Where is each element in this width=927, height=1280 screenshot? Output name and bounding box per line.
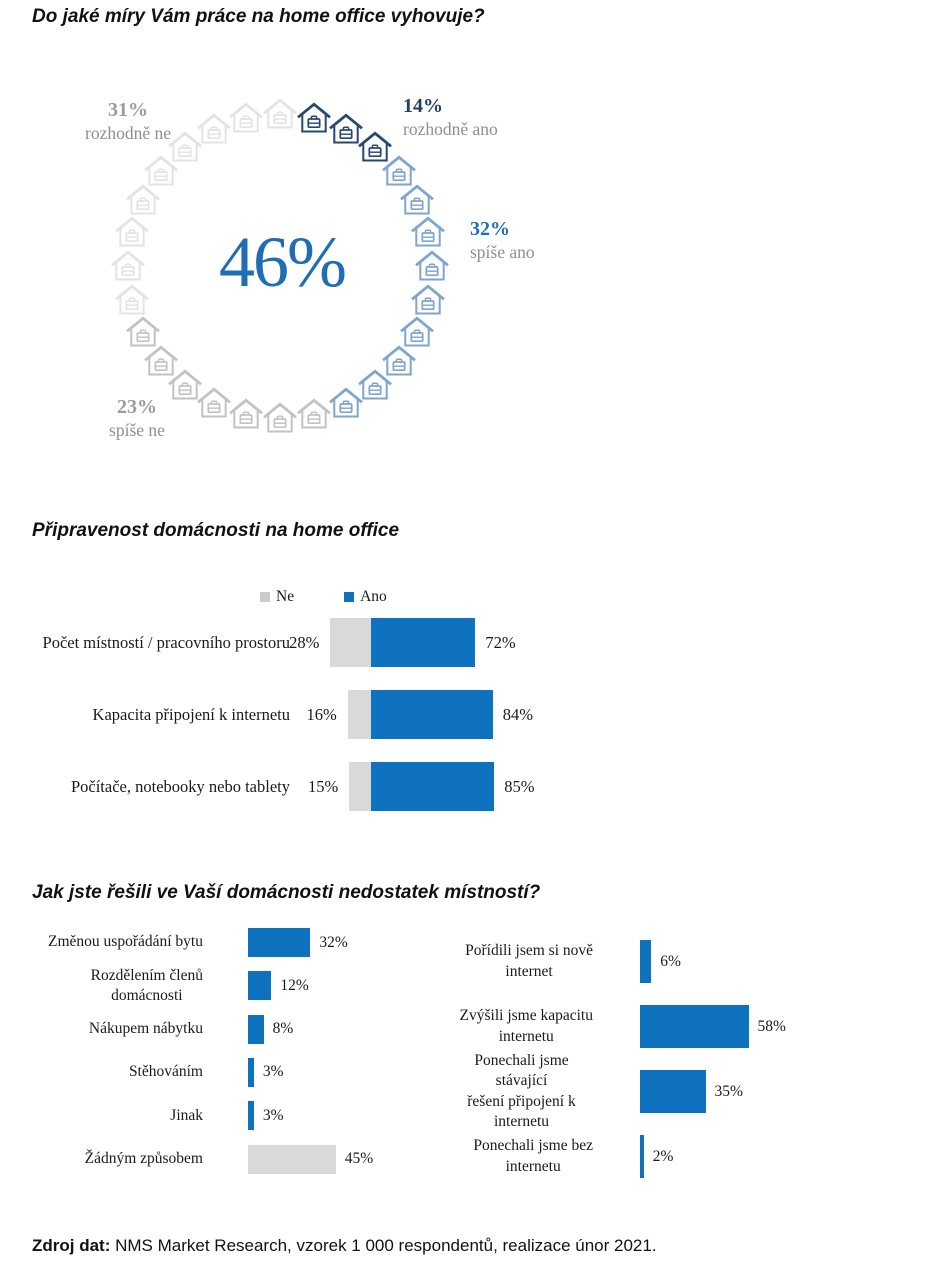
bar (248, 928, 311, 957)
ano-bar (371, 762, 495, 811)
data-source-note: Zdroj dat: NMS Market Research, vzorek 1… (32, 1236, 657, 1256)
house-icon (356, 131, 393, 164)
house-icon (143, 344, 180, 377)
bar (248, 1057, 254, 1087)
donut-value: 14% (403, 95, 443, 117)
category-label: Změnou uspořádání bytu (48, 933, 203, 951)
legend-ne-label: Ne (276, 588, 295, 605)
category-label: Žádným způsobem (84, 1149, 203, 1167)
donut-value: 23% (117, 396, 157, 418)
house-donut-chart (0, 0, 927, 520)
bar (248, 1101, 254, 1131)
donut-label-rozhodne-ano: 14% rozhodně ano (403, 95, 498, 139)
question-2-title: Připravenost domácnosti na home office (32, 520, 400, 541)
bar (640, 1135, 644, 1178)
value-label: 2% (652, 1147, 674, 1165)
house-icon (398, 316, 435, 349)
category-label: Zvýšili jsme kapacitu internetu (459, 1007, 593, 1045)
house-icon (113, 283, 150, 316)
value-label: 3% (262, 1106, 284, 1124)
donut-label-rozhodne-ne: 31% rozhodně ne (85, 99, 171, 143)
house-icon (167, 131, 204, 164)
ano-bar (371, 618, 476, 667)
value-label: 6% (660, 952, 681, 970)
value-label: 45% (344, 1150, 374, 1167)
legend-ne-swatch (260, 592, 270, 602)
house-icon (228, 101, 265, 134)
donut-center-value: 46% (219, 222, 347, 303)
source-label: Zdroj dat: (32, 1236, 111, 1255)
house-icon (295, 398, 332, 431)
ne-value-label: 16% (306, 704, 337, 724)
house-icon (380, 344, 417, 377)
source-text: NMS Market Research, vzorek 1 000 respon… (110, 1236, 657, 1255)
bar (248, 1144, 336, 1174)
question-3-title: Jak jste řešili ve Vaší domácnosti nedos… (32, 882, 541, 903)
category-label: Počítače, notebooky nebo tablety (70, 776, 290, 796)
value-label: 58% (757, 1017, 786, 1035)
ano-value-label: 85% (504, 776, 535, 796)
house-icon (398, 184, 435, 217)
house-icon (113, 216, 150, 249)
ne-bar (330, 618, 371, 667)
house-icon (410, 216, 447, 249)
ano-value-label: 84% (502, 704, 534, 724)
house-icon (410, 283, 447, 316)
bar (248, 971, 272, 1001)
house-icon (125, 316, 162, 349)
donut-label-text: rozhodně ne (84, 122, 172, 143)
value-label: 3% (262, 1063, 284, 1081)
donut-label-spise-ne: 23% spíše ne (109, 396, 165, 440)
bar (640, 940, 652, 983)
category-label: Ponechali jsme bez internetu (473, 1137, 593, 1175)
ano-bar (371, 690, 493, 739)
legend-ano-swatch (344, 592, 355, 602)
category-label: Ponechali jsme stávající řešení připojen… (467, 1052, 576, 1130)
stacked-chart-legend: Ne Ano (260, 588, 387, 606)
value-label: 8% (272, 1020, 294, 1038)
category-label: Nákupem nábytku (88, 1020, 203, 1038)
bar (640, 1005, 749, 1048)
donut-value: 31% (107, 99, 148, 121)
ano-value-label: 72% (485, 632, 516, 652)
house-icon (380, 155, 417, 188)
house-icon (228, 398, 265, 431)
donut-label-text: spíše ano (470, 241, 535, 262)
category-label: Počet místností / pracovního prostoru (42, 632, 290, 652)
category-label: Stěhováním (128, 1063, 203, 1081)
value-label: 35% (714, 1082, 743, 1100)
house-icon (125, 184, 162, 217)
bar (248, 1014, 264, 1044)
house-icon (167, 368, 204, 401)
value-label: 32% (319, 933, 348, 951)
donut-label-text: spíše ne (109, 419, 165, 440)
bar (640, 1070, 706, 1113)
house-icon (295, 101, 332, 134)
house-icon (196, 113, 233, 146)
legend-ano-label: Ano (360, 588, 387, 605)
donut-label-spise-ano: 32% spíše ano (470, 218, 535, 262)
house-icon (356, 368, 393, 401)
house-icon (196, 386, 233, 419)
donut-value: 32% (470, 218, 510, 240)
category-label: Jinak (170, 1106, 203, 1124)
house-icon (143, 155, 180, 188)
category-label: Pořídili jsem si nově internet (465, 942, 593, 980)
ne-bar (349, 762, 371, 811)
category-label: Rozdělením členů domácnosti (90, 966, 203, 1004)
ne-value-label: 28% (289, 632, 320, 652)
house-icon (110, 250, 147, 283)
ne-value-label: 15% (308, 776, 339, 796)
house-icon (262, 402, 299, 435)
question-1-title: Do jaké míry Vám práce na home office vy… (32, 6, 485, 27)
category-label: Kapacita připojení k internetu (92, 704, 290, 724)
house-icon (414, 250, 451, 283)
house-icon (328, 386, 365, 419)
house-icon (262, 98, 299, 131)
value-label: 12% (280, 976, 309, 994)
ne-bar (347, 690, 371, 739)
house-icon (328, 113, 365, 146)
donut-label-text: rozhodně ano (403, 118, 498, 139)
